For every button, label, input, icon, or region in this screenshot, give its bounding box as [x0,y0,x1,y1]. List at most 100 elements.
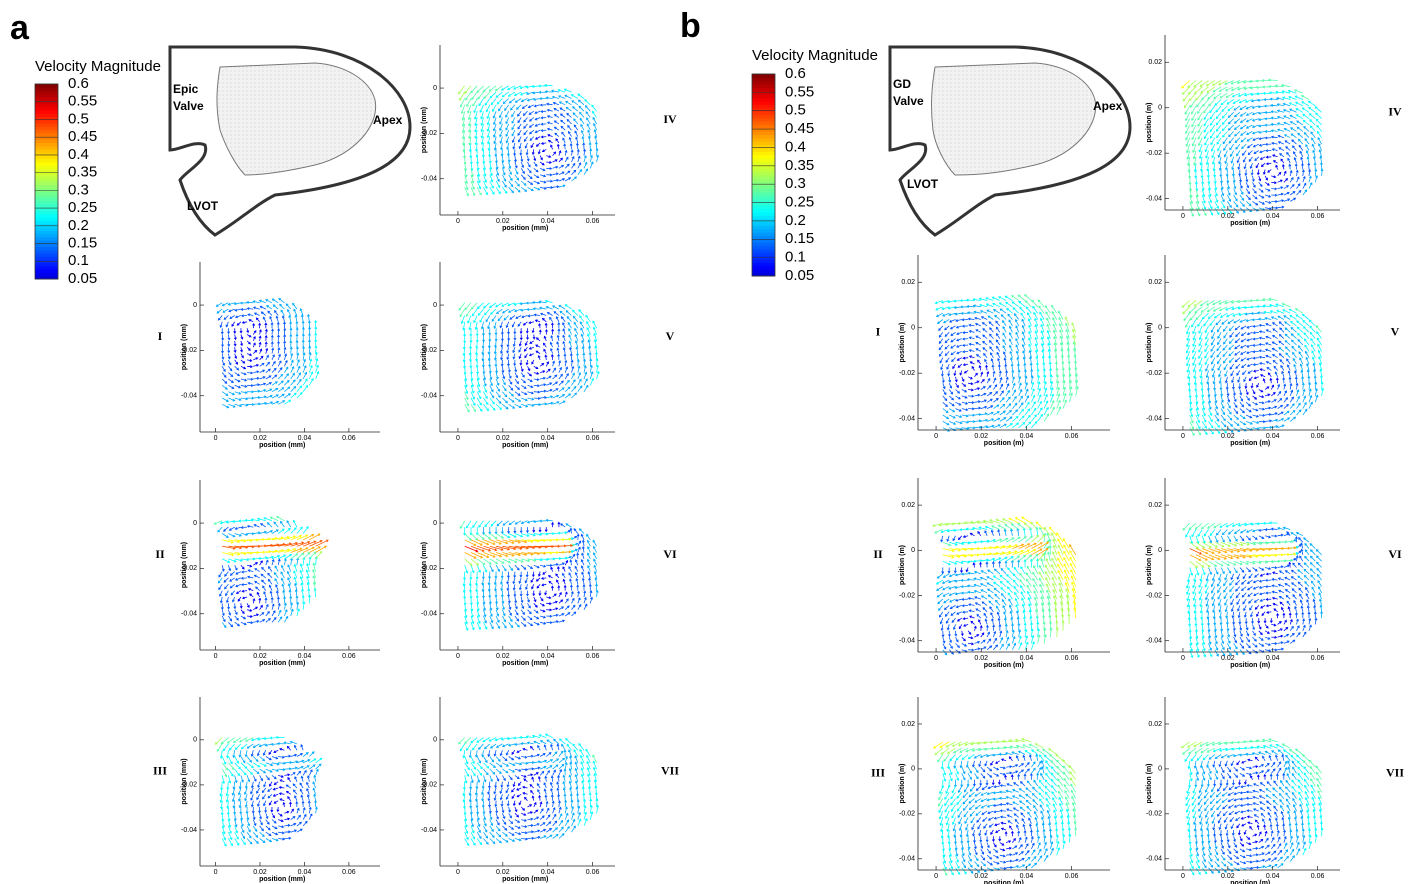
vector-field [1184,743,1324,876]
x-tick-label: 0.06 [586,869,600,876]
vector-field [1236,756,1268,847]
quiver-plot: 0 0.02 0.04 0.06 0.02 0 -0.02 -0.04 position (m)… [876,255,1110,447]
vector-field [952,355,990,392]
x-tick-label: 0.04 [1266,873,1280,880]
x-tick-label: 0.02 [1221,433,1235,440]
vector-field [213,516,317,591]
x-tick-label: 0 [456,218,460,225]
y-tick-label: -0.02 [421,347,437,354]
y-tick-label: 0.02 [1148,721,1162,728]
panel-roman: IV [1388,104,1402,118]
colorbar-band [35,84,58,88]
colorbar-band [35,175,58,179]
y-axis-label: position (mm) [181,324,188,370]
x-tick-label: 0.04 [541,653,555,660]
colorbar-tick-label: 0.2 [785,212,806,229]
x-axis-label: position (m) [1230,440,1270,447]
quiver-plot: 0 0.02 0.04 0.06 0 -0.02 -0.04 position (mm) pos… [421,262,675,449]
y-axis-label: position (m) [1146,763,1153,803]
colorbar-band [752,175,775,179]
colorbar-band [35,171,58,176]
panel-roman: III [871,765,885,779]
x-axis-label: position (mm) [502,876,548,883]
y-tick-label: -0.02 [421,565,437,572]
quiver-plot: 0 0.02 0.04 0.06 0 -0.02 -0.04 position (mm) pos… [421,697,679,883]
y-axis-label: position (mm) [421,542,428,588]
colorbar-band [752,141,775,146]
colorbar-band [35,113,58,117]
panel-roman: VII [661,763,679,777]
x-tick-label: 0.02 [1221,655,1235,662]
x-tick-label: 0.06 [1065,655,1079,662]
colorbar-band [35,106,58,111]
colorbar-band [35,262,58,267]
colorbar-band [752,100,775,105]
y-axis-label: position (m) [899,763,906,803]
vector-field [511,745,543,818]
x-tick-label: 0 [456,435,460,442]
y-tick-label: -0.02 [1146,370,1162,377]
x-tick-label: 0.04 [298,653,312,660]
apex-label: Apex [1093,99,1123,113]
vector-field [934,522,1053,644]
x-tick-label: 0.02 [974,873,988,880]
colorbar-tick-label: 0.55 [68,93,97,110]
colorbar-band [35,236,58,241]
vector-field [530,521,569,613]
vector-field [1189,548,1203,555]
vector-field [506,523,593,627]
colorbar-tick-label: 0.5 [785,102,806,119]
y-tick-label: -0.02 [899,592,915,599]
vector-field [942,516,1077,619]
vector-field [518,317,555,377]
x-tick-label: 0.04 [1266,655,1280,662]
colorbar-band [35,272,58,277]
y-tick-label: -0.04 [1146,195,1162,202]
vector-field [499,311,575,400]
y-tick-label: 0 [433,85,437,92]
colorbar-tick-label: 0.4 [785,138,806,155]
colorbar-band [752,208,775,213]
y-axis-label: position (m) [1146,102,1153,142]
vector-field [492,89,600,194]
vector-field [936,527,1022,656]
colorbar-band [35,269,58,273]
x-tick-label: 0.06 [1311,433,1325,440]
x-tick-label: 0.04 [1020,655,1034,662]
y-tick-label: 0.02 [901,279,915,286]
vector-field [1181,80,1228,109]
colorbar-band [752,185,775,189]
y-tick-label: -0.04 [181,393,197,400]
x-tick-label: 0 [934,655,938,662]
vector-field [934,295,1055,429]
colorbar-band [752,77,775,82]
vector-field [1185,521,1299,659]
vector-field [470,544,574,552]
y-tick-label: -0.04 [1146,415,1162,422]
vector-field [460,299,600,412]
colorbar-band [752,87,775,92]
ventricle-region [216,62,377,176]
vector-field [480,300,594,410]
vector-field [511,101,587,190]
x-axis-label: position (mm) [259,442,305,449]
colorbar-band [35,145,58,150]
colorbar-band [752,225,775,230]
y-tick-label: -0.04 [421,611,437,618]
vector-field [290,533,327,553]
colorbar-band [35,168,58,173]
schematic: GD Valve Apex LVOT [888,45,1132,237]
y-tick-label: -0.02 [1146,811,1162,818]
colorbar-band [752,212,775,216]
vector-field [1181,300,1203,315]
colorbar-tick-label: 0.45 [68,128,97,145]
colorbar-tick-label: 0.25 [68,199,97,216]
vector-field [1254,561,1293,639]
vector-field [222,534,309,557]
x-tick-label: 0.04 [541,218,555,225]
x-tick-label: 0.02 [496,435,510,442]
colorbar-tick-label: 0.3 [785,175,806,192]
x-tick-label: 0.02 [253,869,267,876]
colorbar-band [35,214,58,218]
